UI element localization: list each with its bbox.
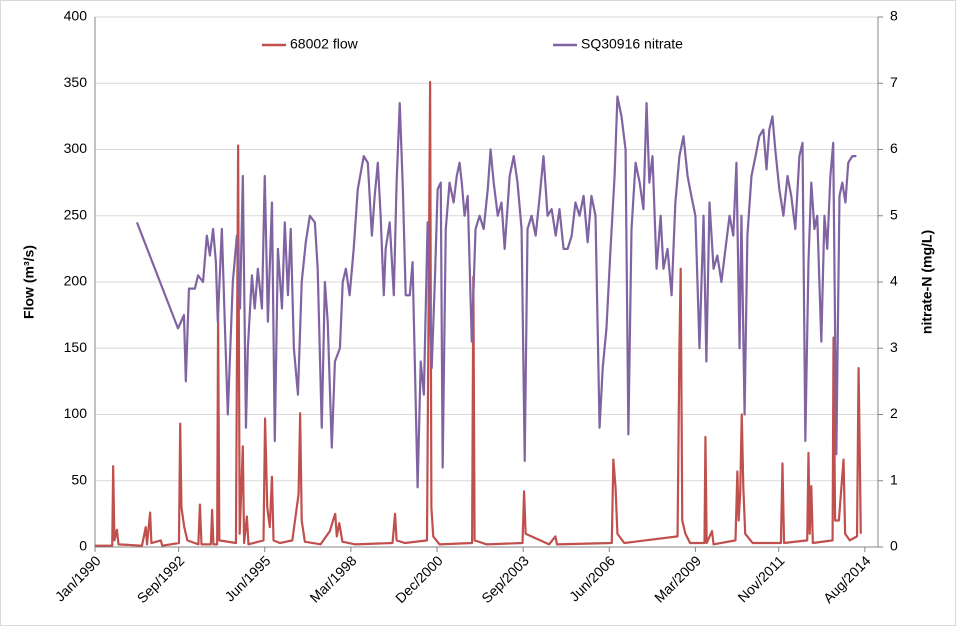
y-tick-label: 100 [64,405,88,421]
legend-label: SQ30916 nitrate [581,36,683,52]
y-tick-label: 150 [64,339,88,355]
legend-label: 68002 flow [290,36,359,52]
y2-tick-label: 6 [890,140,898,156]
y2-tick-label: 8 [890,8,898,24]
y2-tick-label: 1 [890,471,898,487]
y-tick-label: 50 [71,471,87,487]
y2-tick-label: 5 [890,206,898,222]
y-axis-title: Flow (m³/s) [21,245,37,319]
y-tick-label: 0 [79,538,87,554]
y-tick-label: 200 [64,273,88,289]
y2-tick-label: 0 [890,538,898,554]
series-line [135,95,857,489]
y2-axis-title: nitrate-N (mg/L) [919,230,935,334]
y2-tick-label: 3 [890,339,898,355]
y2-tick-label: 2 [890,405,898,421]
y-tick-label: 350 [64,74,88,90]
y-tick-label: 250 [64,206,88,222]
y2-tick-label: 4 [890,273,898,289]
y-tick-label: 400 [64,8,88,24]
series-line [95,80,862,547]
y2-tick-label: 7 [890,74,898,90]
y-tick-label: 300 [64,140,88,156]
